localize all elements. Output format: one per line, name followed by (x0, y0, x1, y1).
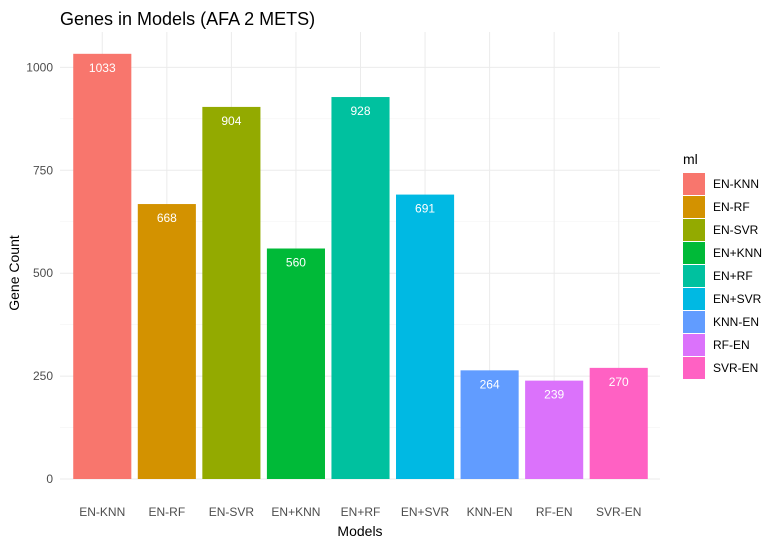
legend-key (683, 265, 705, 287)
x-tick-label: KNN-EN (467, 505, 513, 519)
x-axis-title: Models (337, 523, 382, 539)
bar-knn-en (460, 370, 519, 479)
y-tick-label: 250 (33, 369, 53, 383)
x-tick-label: SVR-EN (596, 505, 641, 519)
y-tick-label: 0 (46, 472, 53, 486)
bar-value-label: 928 (350, 104, 370, 118)
bar-value-label: 560 (286, 256, 306, 270)
legend-key (683, 219, 705, 241)
legend-label: EN+SVR (713, 292, 762, 306)
legend-key (683, 288, 705, 310)
legend-label: EN-SVR (713, 223, 759, 237)
legend: ml EN-KNN EN-RF EN-SVR EN+KNN EN+RF EN+SVR KNN… (683, 151, 762, 379)
bar-value-label: 904 (221, 114, 241, 128)
bar-labels-group: 1033 668 904 560 928 691 264 239 270 (89, 61, 629, 402)
x-tick-label: EN+SVR (401, 505, 450, 519)
legend-key (683, 334, 705, 356)
bar-en-plus-knn (266, 248, 325, 479)
bar-svr-en (589, 367, 648, 479)
bar-en-plus-svr (396, 194, 455, 479)
x-tick-label: EN-SVR (209, 505, 255, 519)
legend-key (683, 357, 705, 379)
x-tick-label: EN+RF (341, 505, 381, 519)
legend-label: EN+KNN (713, 246, 762, 260)
bar-en-plus-rf (331, 97, 390, 479)
bar-en-rf (137, 204, 196, 479)
y-tick-label: 500 (33, 266, 53, 280)
x-tick-label: RF-EN (536, 505, 573, 519)
chart-title: Genes in Models (AFA 2 METS) (60, 9, 315, 29)
legend-key (683, 311, 705, 333)
bar-value-label: 270 (609, 375, 629, 389)
legend-label: RF-EN (713, 338, 750, 352)
legend-label: EN-RF (713, 200, 750, 214)
legend-label: EN+RF (713, 269, 753, 283)
legend-key (683, 196, 705, 218)
bars-group (73, 53, 648, 479)
x-tick-label: EN+KNN (271, 505, 320, 519)
y-axis-ticks: 0 250 500 750 1000 (26, 60, 53, 486)
legend-label: KNN-EN (713, 315, 759, 329)
x-axis-ticks: EN-KNN EN-RF EN-SVR EN+KNN EN+RF EN+SVR KNN-EN… (79, 505, 641, 519)
legend-key (683, 242, 705, 264)
y-axis-title: Gene Count (6, 235, 22, 311)
x-tick-label: EN-KNN (79, 505, 125, 519)
legend-key (683, 173, 705, 195)
legend-label: EN-KNN (713, 177, 759, 191)
bar-value-label: 691 (415, 202, 435, 216)
bar-en-knn (73, 53, 132, 479)
bar-rf-en (525, 380, 584, 479)
y-tick-label: 1000 (26, 60, 53, 74)
bar-value-label: 668 (157, 211, 177, 225)
legend-title: ml (683, 151, 698, 167)
bar-en-svr (202, 106, 261, 479)
bar-value-label: 264 (480, 377, 500, 391)
legend-label: SVR-EN (713, 361, 758, 375)
bar-value-label: 239 (544, 388, 564, 402)
y-tick-label: 750 (33, 163, 53, 177)
x-tick-label: EN-RF (148, 505, 185, 519)
bar-value-label: 1033 (89, 61, 116, 75)
